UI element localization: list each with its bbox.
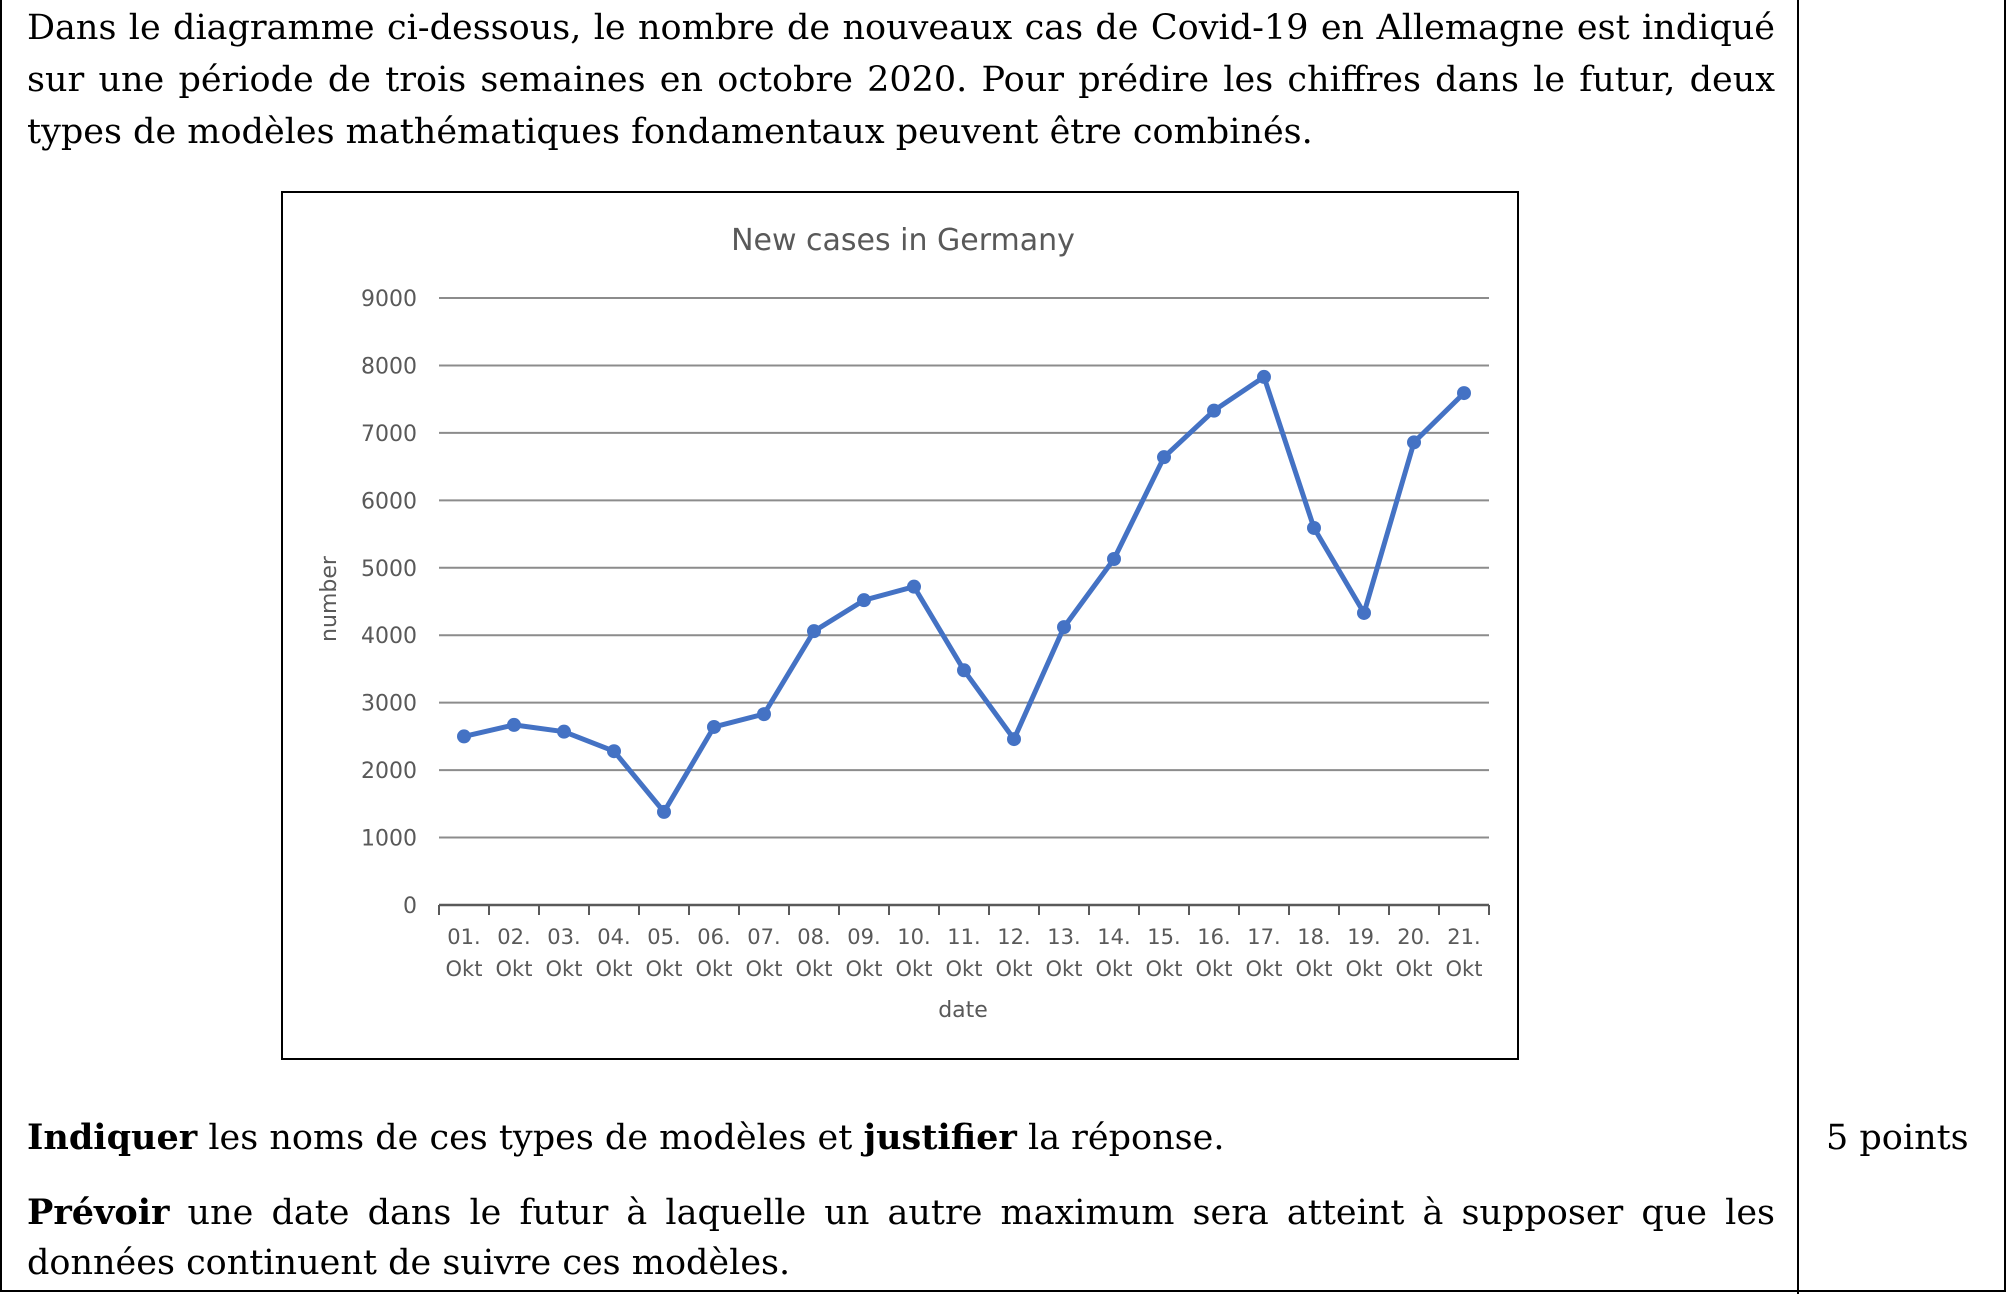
- x-tick-label-month: Okt: [846, 957, 883, 981]
- x-tick-label-month: Okt: [696, 957, 733, 981]
- y-tick-label: 9000: [361, 287, 417, 312]
- x-tick-label-day: 17.: [1247, 925, 1280, 949]
- y-tick-label: 7000: [361, 422, 417, 447]
- intro-paragraph: Dans le diagramme ci-dessous, le nombre …: [27, 8, 1775, 152]
- data-point: [1357, 605, 1371, 620]
- x-tick-label-day: 10.: [897, 925, 930, 949]
- data-point: [1307, 520, 1321, 535]
- data-point: [1457, 386, 1471, 401]
- x-tick-label-day: 08.: [797, 925, 830, 949]
- data-point: [1057, 620, 1071, 635]
- x-tick-label-month: Okt: [546, 957, 583, 981]
- chart-title: New cases in Germany: [731, 223, 1075, 258]
- x-tick-label-day: 12.: [997, 925, 1030, 949]
- question-2-text: une date dans le futur à laquelle un aut…: [27, 1193, 1775, 1283]
- x-axis: [438, 903, 1490, 915]
- series-new-cases: [457, 369, 1471, 819]
- y-tick-label: 0: [403, 894, 417, 919]
- data-point: [457, 729, 471, 744]
- data-point: [507, 717, 521, 732]
- x-tick-label-month: Okt: [1196, 957, 1233, 981]
- data-point: [557, 724, 571, 739]
- x-tick-label-month: Okt: [796, 957, 833, 981]
- y-tick-label: 5000: [361, 557, 417, 582]
- data-point: [607, 744, 621, 759]
- verb-indiquer: Indiquer: [27, 1117, 198, 1158]
- x-tick-label-month: Okt: [446, 957, 483, 981]
- x-tick-label-month: Okt: [946, 957, 983, 981]
- x-tick-label-day: 05.: [647, 925, 680, 949]
- question-2: Prévoir une date dans le futur à laquell…: [27, 1188, 1775, 1288]
- data-point: [907, 579, 921, 594]
- data-point: [1007, 732, 1021, 747]
- y-tick-label: 6000: [361, 489, 417, 514]
- x-tick-label-day: 03.: [547, 925, 580, 949]
- x-tick-label-day: 18.: [1297, 925, 1330, 949]
- x-tick-label-day: 04.: [597, 925, 630, 949]
- line-chart: New cases in Germany number date 0 1000 20…: [317, 223, 1490, 1023]
- data-point: [957, 663, 971, 678]
- x-tick-label-month: Okt: [1296, 957, 1333, 981]
- data-point: [757, 707, 771, 722]
- x-tick-label-day: 01.: [447, 925, 480, 949]
- chart-container: New cases in Germany number date 0 1000 20…: [281, 191, 1519, 1060]
- data-point: [807, 624, 821, 639]
- x-tick-label-month: Okt: [896, 957, 933, 981]
- x-tick-label-month: Okt: [1046, 957, 1083, 981]
- question-1-text-b: la réponse.: [1016, 1118, 1225, 1158]
- y-tick-label: 3000: [361, 692, 417, 717]
- data-point: [1407, 435, 1421, 450]
- x-tick-label-month: Okt: [646, 957, 683, 981]
- data-point: [1157, 450, 1171, 465]
- y-tick-labels: 0 1000 2000 3000 4000 5000 6000 7000 8000 9000: [361, 287, 417, 919]
- x-tick-label-month: Okt: [1246, 957, 1283, 981]
- x-tick-label-month: Okt: [1096, 957, 1133, 981]
- x-tick-label-day: 19.: [1347, 925, 1380, 949]
- x-tick-label-month: Okt: [1346, 957, 1383, 981]
- x-tick-label-day: 21.: [1447, 925, 1480, 949]
- x-tick-label-day: 13.: [1047, 925, 1080, 949]
- question-1-text-a: les noms de ces types de modèles et: [197, 1118, 864, 1158]
- y-tick-label: 2000: [361, 759, 417, 784]
- verb-justifier: justifier: [863, 1117, 1017, 1158]
- verb-prevoir: Prévoir: [27, 1192, 170, 1233]
- y-axis-label: number: [317, 555, 342, 642]
- x-tick-label-day: 16.: [1197, 925, 1230, 949]
- x-tick-label-day: 15.: [1147, 925, 1180, 949]
- x-axis-label: date: [938, 998, 988, 1023]
- x-tick-label-day: 06.: [697, 925, 730, 949]
- x-tick-label-month: Okt: [1446, 957, 1483, 981]
- data-point: [1107, 552, 1121, 567]
- y-tick-label: 8000: [361, 354, 417, 379]
- points-column-divider: [1797, 0, 1799, 1294]
- x-tick-label-month: Okt: [996, 957, 1033, 981]
- x-tick-label-day: 02.: [497, 925, 530, 949]
- x-tick-label-month: Okt: [1396, 957, 1433, 981]
- x-tick-label-month: Okt: [496, 957, 533, 981]
- x-tick-label-month: Okt: [746, 957, 783, 981]
- data-point: [1207, 403, 1221, 418]
- x-tick-label-day: 09.: [847, 925, 880, 949]
- data-point: [1257, 369, 1271, 384]
- x-tick-label-month: Okt: [596, 957, 633, 981]
- data-point: [707, 719, 721, 734]
- x-tick-label-day: 11.: [947, 925, 980, 949]
- data-point: [857, 593, 871, 608]
- data-point: [657, 804, 671, 819]
- x-tick-label-day: 14.: [1097, 925, 1130, 949]
- x-tick-labels: 01. Okt 02. Okt 03. Okt 04. Okt 05. Okt 06. Okt 07. O…: [446, 925, 1483, 981]
- question-1: Indiquer les noms de ces types de modèle…: [27, 1112, 1775, 1164]
- y-tick-label: 4000: [361, 624, 417, 649]
- y-tick-label: 1000: [361, 827, 417, 852]
- x-tick-label-day: 07.: [747, 925, 780, 949]
- x-tick-label-month: Okt: [1146, 957, 1183, 981]
- points-value: 5 points: [1826, 1118, 1969, 1158]
- x-tick-label-day: 20.: [1397, 925, 1430, 949]
- gridlines: [439, 297, 1489, 839]
